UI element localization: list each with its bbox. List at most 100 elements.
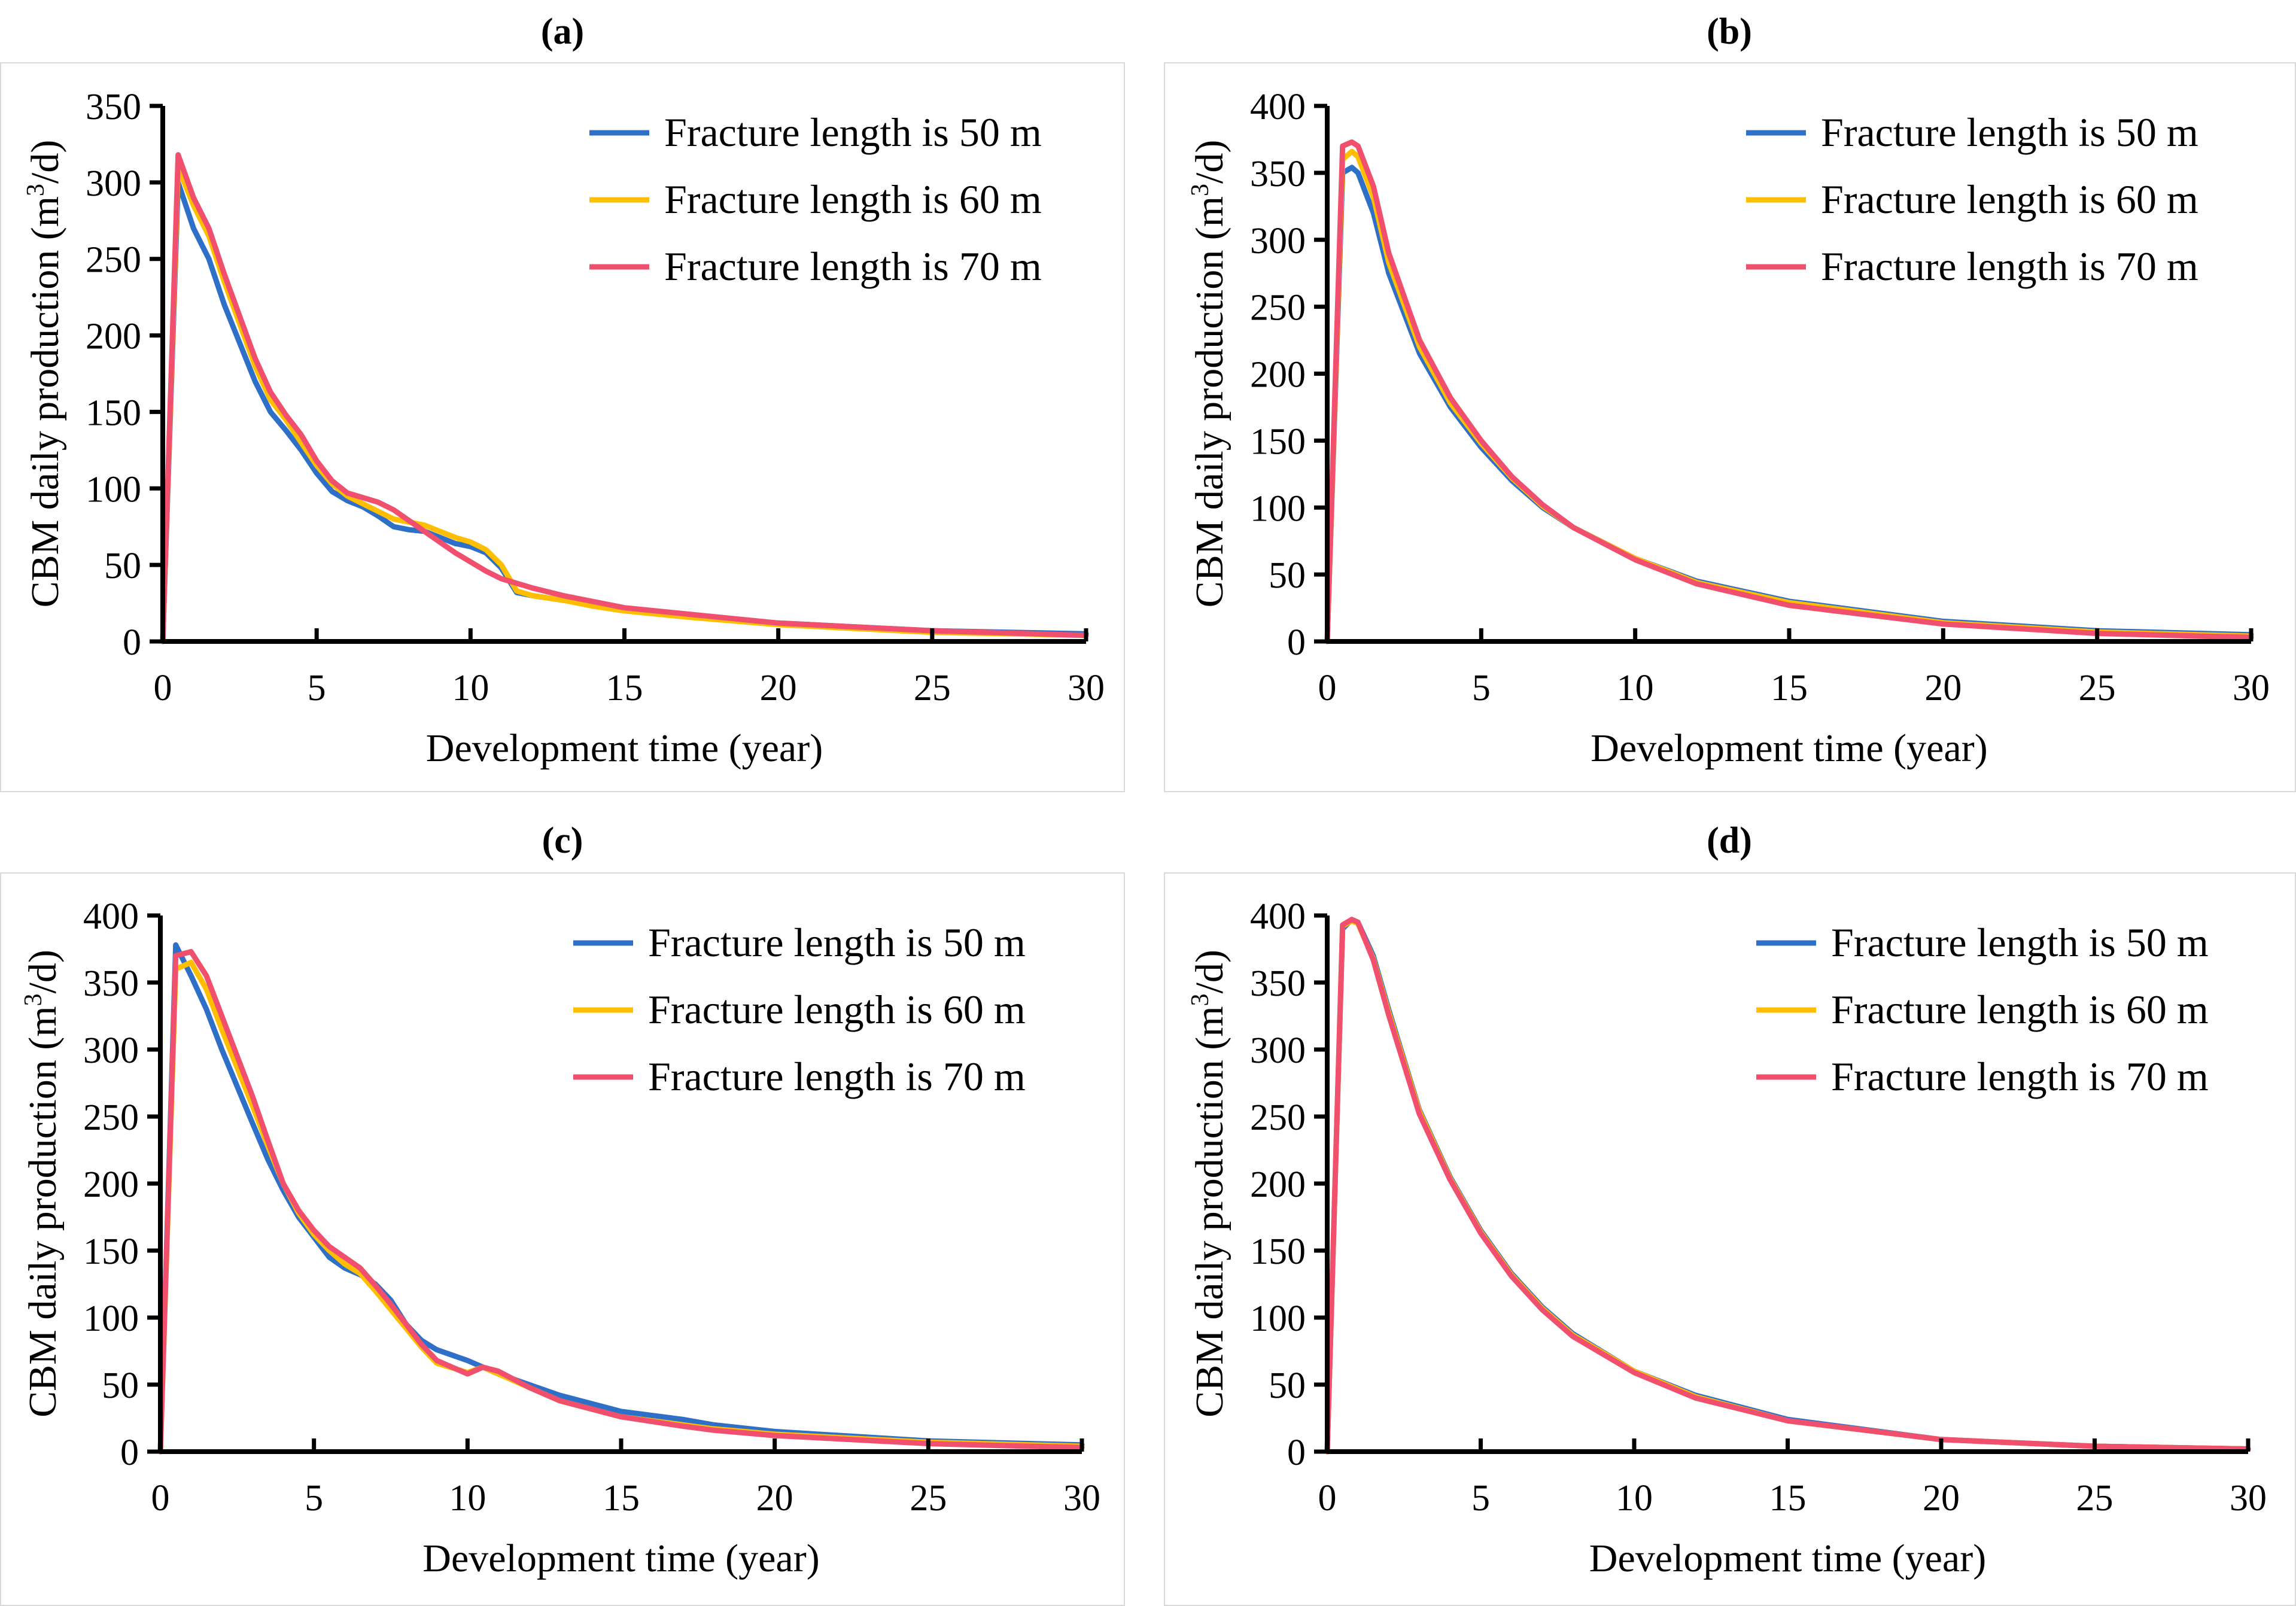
y-tick-label-c: 200 — [83, 1164, 139, 1205]
x-tick-label-c: 25 — [910, 1478, 947, 1519]
panel-frame-d — [1164, 872, 2296, 1606]
x-tick-label-d: 15 — [1769, 1478, 1807, 1519]
y-tick-label-b: 400 — [1250, 87, 1306, 127]
legend-label-b-2: Fracture length is 60 m — [1821, 177, 2198, 222]
y-tick-label-b: 0 — [1287, 622, 1306, 663]
panel-label-b: (b) — [1707, 11, 1752, 52]
x-tick-label-d: 30 — [2230, 1478, 2267, 1519]
y-tick-label-c: 100 — [83, 1298, 139, 1339]
chart-b: 0 50 100 150 200 250 300 350 400 0 5 10 15 20 25 30 Deve… — [1187, 87, 2270, 770]
y-tick-label-b: 50 — [1269, 555, 1306, 596]
y-tick-label-b: 100 — [1250, 488, 1306, 529]
legend-label-c-2: Fracture length is 60 m — [648, 987, 1026, 1032]
panel-label-d: (d) — [1707, 820, 1752, 861]
x-tick-label-a: 25 — [914, 668, 951, 708]
x-tick-label-c: 5 — [305, 1478, 323, 1519]
series-line-a-2 — [160, 164, 1089, 644]
y-tick-label-a: 100 — [86, 469, 141, 510]
legend-label-c-1: Fracture length is 50 m — [648, 920, 1026, 965]
y-axis-label-b: CBM daily production (m3/d) — [1187, 140, 1231, 608]
x-tick-label-c: 0 — [151, 1478, 170, 1519]
x-tick-label-d: 25 — [2076, 1478, 2113, 1519]
y-tick-label-d: 150 — [1250, 1231, 1306, 1272]
x-tick-label-c: 30 — [1063, 1478, 1100, 1519]
panel-label-a: (a) — [540, 11, 585, 52]
y-tick-label-d: 0 — [1287, 1432, 1306, 1473]
series-line-b-2 — [1324, 148, 2254, 644]
chart-d: 0 50 100 150 200 250 300 350 400 0 5 10 15 20 25 30 Deve… — [1187, 896, 2267, 1580]
y-axis-label-d: CBM daily production (m3/d) — [1187, 950, 1231, 1418]
y-tick-label-b: 250 — [1250, 288, 1306, 328]
x-axis-label-b: Development time (year) — [1591, 726, 1987, 770]
y-tick-label-c: 400 — [83, 896, 139, 937]
x-tick-label-c: 20 — [756, 1478, 793, 1519]
y-tick-label-a: 200 — [86, 317, 141, 357]
legend-label-d-1: Fracture length is 50 m — [1831, 920, 2209, 965]
x-tick-label-a: 5 — [308, 668, 326, 708]
y-tick-label-d: 250 — [1250, 1097, 1306, 1138]
x-tick-label-b: 25 — [2079, 668, 2116, 708]
x-tick-label-d: 5 — [1471, 1478, 1490, 1519]
x-tick-label-c: 10 — [449, 1478, 486, 1519]
y-tick-label-d: 400 — [1250, 896, 1306, 937]
y-tick-label-c: 0 — [120, 1432, 139, 1473]
y-tick-label-b: 150 — [1250, 421, 1306, 462]
y-axis-label-a: CBM daily production (m3/d) — [22, 140, 67, 608]
x-tick-label-c: 15 — [603, 1478, 640, 1519]
x-tick-label-d: 20 — [1923, 1478, 1960, 1519]
y-tick-label-c: 250 — [83, 1097, 139, 1138]
chart-c: 0 50 100 150 200 250 300 350 400 0 5 10 15 20 25 30 Deve… — [20, 896, 1100, 1580]
x-tick-label-b: 15 — [1771, 668, 1808, 708]
legend-label-b-3: Fracture length is 70 m — [1821, 244, 2198, 289]
legend-label-a-2: Fracture length is 60 m — [664, 177, 1042, 222]
y-tick-label-a: 350 — [86, 87, 141, 127]
y-tick-label-c: 50 — [102, 1365, 139, 1406]
y-tick-label-b: 350 — [1250, 154, 1306, 194]
legend-label-b-1: Fracture length is 50 m — [1821, 110, 2198, 155]
x-axis-label-d: Development time (year) — [1589, 1537, 1986, 1580]
x-tick-label-a: 30 — [1068, 668, 1105, 708]
x-tick-label-a: 10 — [452, 668, 489, 708]
y-tick-label-d: 100 — [1250, 1298, 1306, 1339]
y-tick-label-c: 300 — [83, 1030, 139, 1071]
legend-label-d-3: Fracture length is 70 m — [1831, 1054, 2209, 1099]
y-tick-label-d: 50 — [1269, 1365, 1306, 1406]
y-tick-label-a: 50 — [104, 546, 141, 586]
x-tick-label-b: 30 — [2233, 668, 2270, 708]
x-tick-label-b: 20 — [1924, 668, 1962, 708]
y-tick-label-a: 300 — [86, 163, 141, 204]
series-line-a-3 — [160, 152, 1089, 644]
series-line-b-1 — [1324, 165, 2254, 644]
legend-label-a-3: Fracture length is 70 m — [664, 244, 1042, 289]
y-tick-label-d: 300 — [1250, 1030, 1306, 1071]
x-tick-label-a: 15 — [606, 668, 643, 708]
y-tick-label-b: 200 — [1250, 355, 1306, 396]
y-axis-label-c: CBM daily production (m3/d) — [20, 950, 65, 1418]
legend-label-a-1: Fracture length is 50 m — [664, 110, 1042, 155]
x-tick-label-a: 0 — [154, 668, 172, 708]
series-line-c-3 — [157, 949, 1085, 1455]
y-tick-label-a: 0 — [123, 622, 141, 663]
y-tick-label-c: 150 — [83, 1231, 139, 1272]
y-tick-label-a: 150 — [86, 393, 141, 433]
panel-label-c: (c) — [542, 820, 583, 861]
x-tick-label-b: 10 — [1617, 668, 1654, 708]
panel-frame-b — [1164, 62, 2296, 792]
legend-label-d-2: Fracture length is 60 m — [1831, 987, 2209, 1032]
series-line-b-3 — [1324, 139, 2254, 644]
y-tick-label-a: 250 — [86, 240, 141, 281]
y-tick-label-c: 350 — [83, 963, 139, 1004]
y-tick-label-d: 350 — [1250, 963, 1306, 1004]
y-tick-label-d: 200 — [1250, 1164, 1306, 1205]
x-tick-label-b: 5 — [1472, 668, 1491, 708]
x-tick-label-b: 0 — [1318, 668, 1337, 708]
x-tick-label-d: 0 — [1318, 1478, 1337, 1519]
x-axis-label-c: Development time (year) — [422, 1537, 819, 1580]
series-line-d-3 — [1324, 917, 2251, 1455]
chart-a: 0 50 100 150 200 250 300 350 0 5 10 15 20 25 30 Develop… — [22, 87, 1105, 770]
x-tick-label-d: 10 — [1616, 1478, 1653, 1519]
legend-label-c-3: Fracture length is 70 m — [648, 1054, 1026, 1099]
x-axis-label-a: Development time (year) — [426, 726, 823, 770]
